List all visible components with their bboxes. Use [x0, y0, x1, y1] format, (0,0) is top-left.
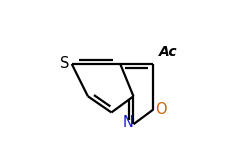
- Text: S: S: [60, 56, 69, 71]
- Text: Ac: Ac: [159, 45, 177, 59]
- Text: N: N: [122, 115, 133, 130]
- Text: O: O: [155, 102, 167, 117]
